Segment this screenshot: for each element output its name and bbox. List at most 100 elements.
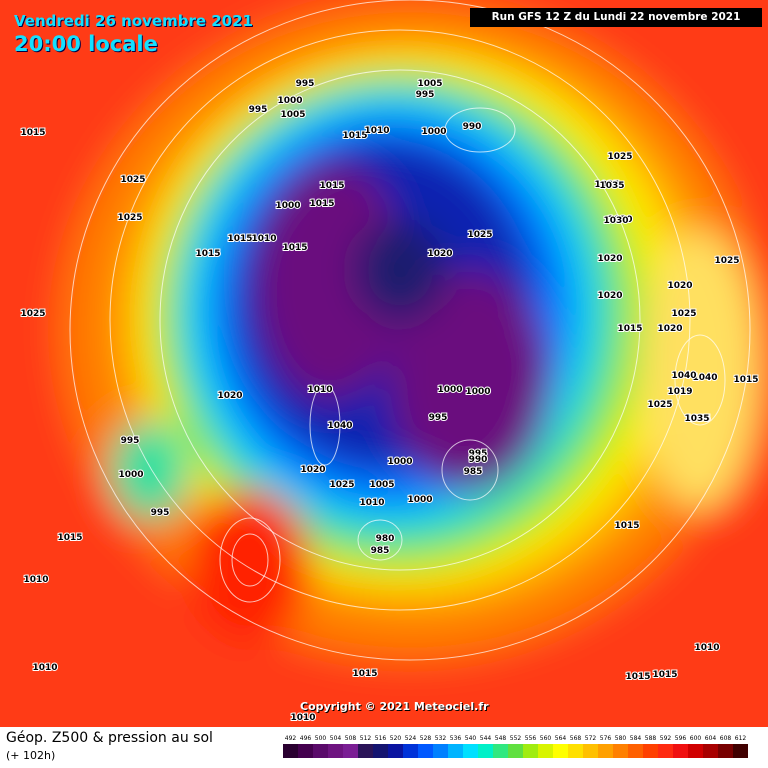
isobar-label: 995 [296,79,315,89]
scale-swatch [403,744,418,758]
isobar-label: 1015 [617,324,642,334]
scale-swatch [343,744,358,758]
isobar-label: 1035 [594,180,619,190]
isobar-label: 1030 [603,216,628,226]
isobar-label: 1020 [597,254,622,264]
isobar-label: 1035 [685,414,710,424]
scale-swatch [463,744,478,758]
scale-swatch [433,744,448,758]
isobar-label: 1035 [684,414,709,424]
isobar-label: 1030 [607,215,632,225]
isobar-labels: 9951000100599510059959901000101510101015… [19,78,759,724]
isobar-label: 1010 [23,575,48,585]
scale-label: 512 [360,735,372,742]
scale-label: 552 [510,735,522,742]
isobar-label: 1015 [195,249,220,259]
scale-swatch [418,744,433,758]
scale-label: 576 [600,735,612,742]
scale-swatch [583,744,598,758]
scale-swatch [628,744,643,758]
scale-label: 612 [735,735,747,742]
scale-label: 504 [330,735,342,742]
scale-label: 580 [615,735,627,742]
isobar-label: 1020 [300,465,325,475]
isobar-label: 1015 [733,375,758,385]
scale-label: 500 [315,735,327,742]
scale-swatch [643,744,658,758]
scale-swatch [613,744,628,758]
isobar-lines [69,0,751,661]
scale-label: 568 [570,735,582,742]
isobar-label: 1040 [692,373,717,383]
isobar-label: 1005 [369,480,394,490]
scale-swatch [298,744,313,758]
isobar-label: 1010 [364,126,389,136]
isobar-label: 1040 [327,421,352,431]
isobar-label: 1000 [421,127,446,137]
color-scale: 492 496 500 504 508 512 516 520 524 528 532 536 540 5… [283,735,748,758]
isobar-label: 1025 [647,400,672,410]
isobar-label: 1019 [667,387,692,397]
isobar-label: 1015 [652,670,677,680]
isobar-label: 995 [416,90,435,100]
scale-label: 548 [495,735,507,742]
scale-swatch [733,744,748,758]
copyright: Copyright © 2021 Meteociel.fr [300,700,489,713]
scale-label: 536 [450,735,462,742]
isobar-label: 1000 [118,470,143,480]
isobar-label: 1015 [227,234,252,244]
scale-label: 524 [405,735,417,742]
scale-label: 604 [705,735,717,742]
scale-swatch [523,744,538,758]
isobar-label: 985 [464,467,483,477]
scale-label: 608 [720,735,732,742]
scale-swatch [448,744,463,758]
scale-swatch [673,744,688,758]
scale-label: 556 [525,735,537,742]
isobar-label: 1015 [309,199,334,209]
isobar-label: 1020 [657,324,682,334]
isobar-label: 1000 [437,385,462,395]
scale-swatch [358,744,373,758]
scale-swatch [718,744,733,758]
isobar-label: 1005 [417,79,442,89]
scale-label: 564 [555,735,567,742]
scale-swatch [388,744,403,758]
scale-label: 508 [345,735,357,742]
scale-label: 532 [435,735,447,742]
isobar-label: 1010 [359,498,384,508]
isobar-label: 1025 [714,256,739,266]
run-info: Run GFS 12 Z du Lundi 22 novembre 2021 [470,8,762,27]
isobar-label: 1015 [282,243,307,253]
isobar-label: 1000 [465,387,490,397]
forecast-date: Vendredi 26 novembre 2021 [14,12,253,30]
isobar-label: 1000 [387,457,412,467]
isobar-label: 995 [429,413,448,423]
scale-swatch [313,744,328,758]
isobar-label: 1025 [607,152,632,162]
isobar-label: 1015 [352,669,377,679]
isobar-label: 1000 [407,495,432,505]
isobar-label: 1025 [117,213,142,223]
scale-label: 560 [540,735,552,742]
isobar-label: 1010 [251,234,276,244]
isobar-label: 1025 [120,175,145,185]
isobar-label: 990 [469,455,488,465]
legend-lead: (+ 102h) [6,749,56,762]
map: 9951000100599510059959901000101510101015… [0,0,768,727]
isobar-label: 1010 [694,643,719,653]
isobar-label: 990 [463,122,482,132]
isobar-label: 1025 [329,480,354,490]
scale-swatch [598,744,613,758]
scale-label: 592 [660,735,672,742]
isobar-label: 1010 [307,385,332,395]
scale-swatch [703,744,718,758]
scale-label: 516 [375,735,387,742]
scale-swatch [328,744,343,758]
isobar-label: 1020 [217,391,242,401]
isobar-label: 1020 [597,291,622,301]
scale-swatch [688,744,703,758]
isobar-label: 1015 [342,131,367,141]
isobar-label: 1000 [277,96,302,106]
